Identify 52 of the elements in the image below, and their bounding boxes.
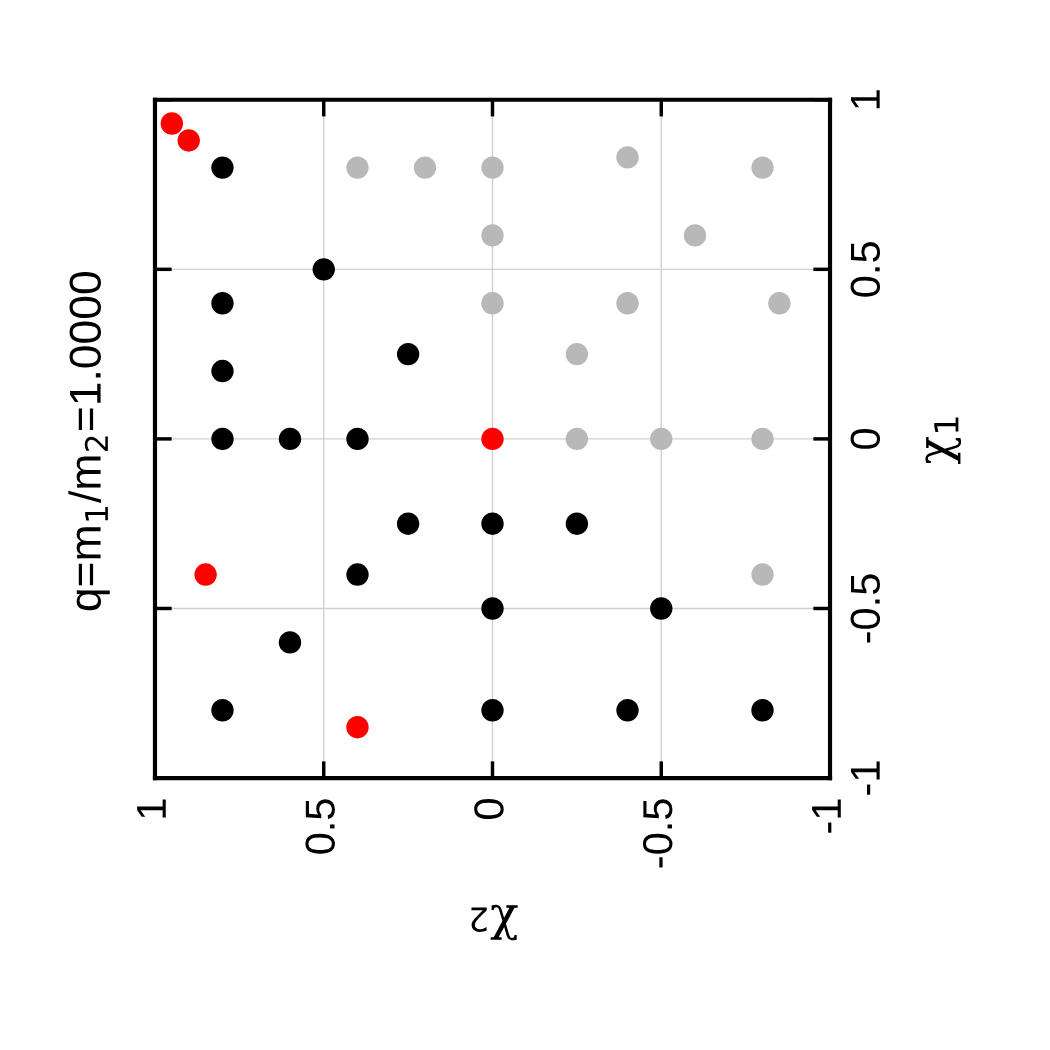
point [751, 699, 774, 722]
point [481, 156, 504, 179]
point [413, 156, 437, 179]
point [211, 156, 234, 179]
point [650, 427, 673, 451]
point [211, 359, 234, 383]
point [481, 224, 504, 247]
point [160, 112, 184, 135]
point [211, 699, 234, 722]
y-tick-label: -0.5 [850, 574, 881, 643]
point [616, 292, 639, 315]
point [565, 512, 589, 535]
point [616, 146, 639, 169]
point [346, 715, 369, 739]
point [396, 512, 420, 535]
point [177, 129, 200, 152]
point [346, 156, 369, 179]
point [565, 427, 589, 451]
y-tick-label: -1 [851, 761, 880, 795]
point [194, 563, 217, 586]
point [481, 292, 504, 315]
y-axis-title: χ$_{1}$ [925, 417, 962, 465]
y-tick-label: 0.5 [850, 242, 881, 297]
point [346, 427, 369, 451]
point [481, 427, 504, 451]
point [346, 563, 369, 586]
text: q=m$_{1}$/m$_{2}$=1.0000 [68, 272, 110, 611]
y-tick-label: 0 [850, 428, 881, 449]
point [481, 597, 504, 620]
point [278, 427, 302, 451]
point [396, 342, 420, 366]
point [650, 597, 673, 620]
point [312, 258, 335, 281]
point [211, 292, 234, 315]
x-axis-title: χ$_{2}$ [471, 904, 518, 941]
point [751, 427, 774, 451]
y-tick-label: 1 [851, 90, 880, 109]
point [751, 156, 774, 179]
point [565, 342, 589, 366]
point [683, 224, 707, 247]
x-tick-label: 0 [474, 799, 504, 820]
point [481, 699, 504, 722]
point [211, 427, 234, 451]
x-tick-label: -1 [812, 799, 841, 833]
x-tick-label: 1 [137, 799, 166, 818]
x-tick-label: 0.5 [305, 799, 335, 854]
point [278, 631, 302, 654]
point [751, 563, 774, 586]
point [616, 699, 639, 722]
x-tick-label: -0.5 [642, 799, 673, 868]
point [768, 292, 791, 315]
point [481, 512, 504, 535]
